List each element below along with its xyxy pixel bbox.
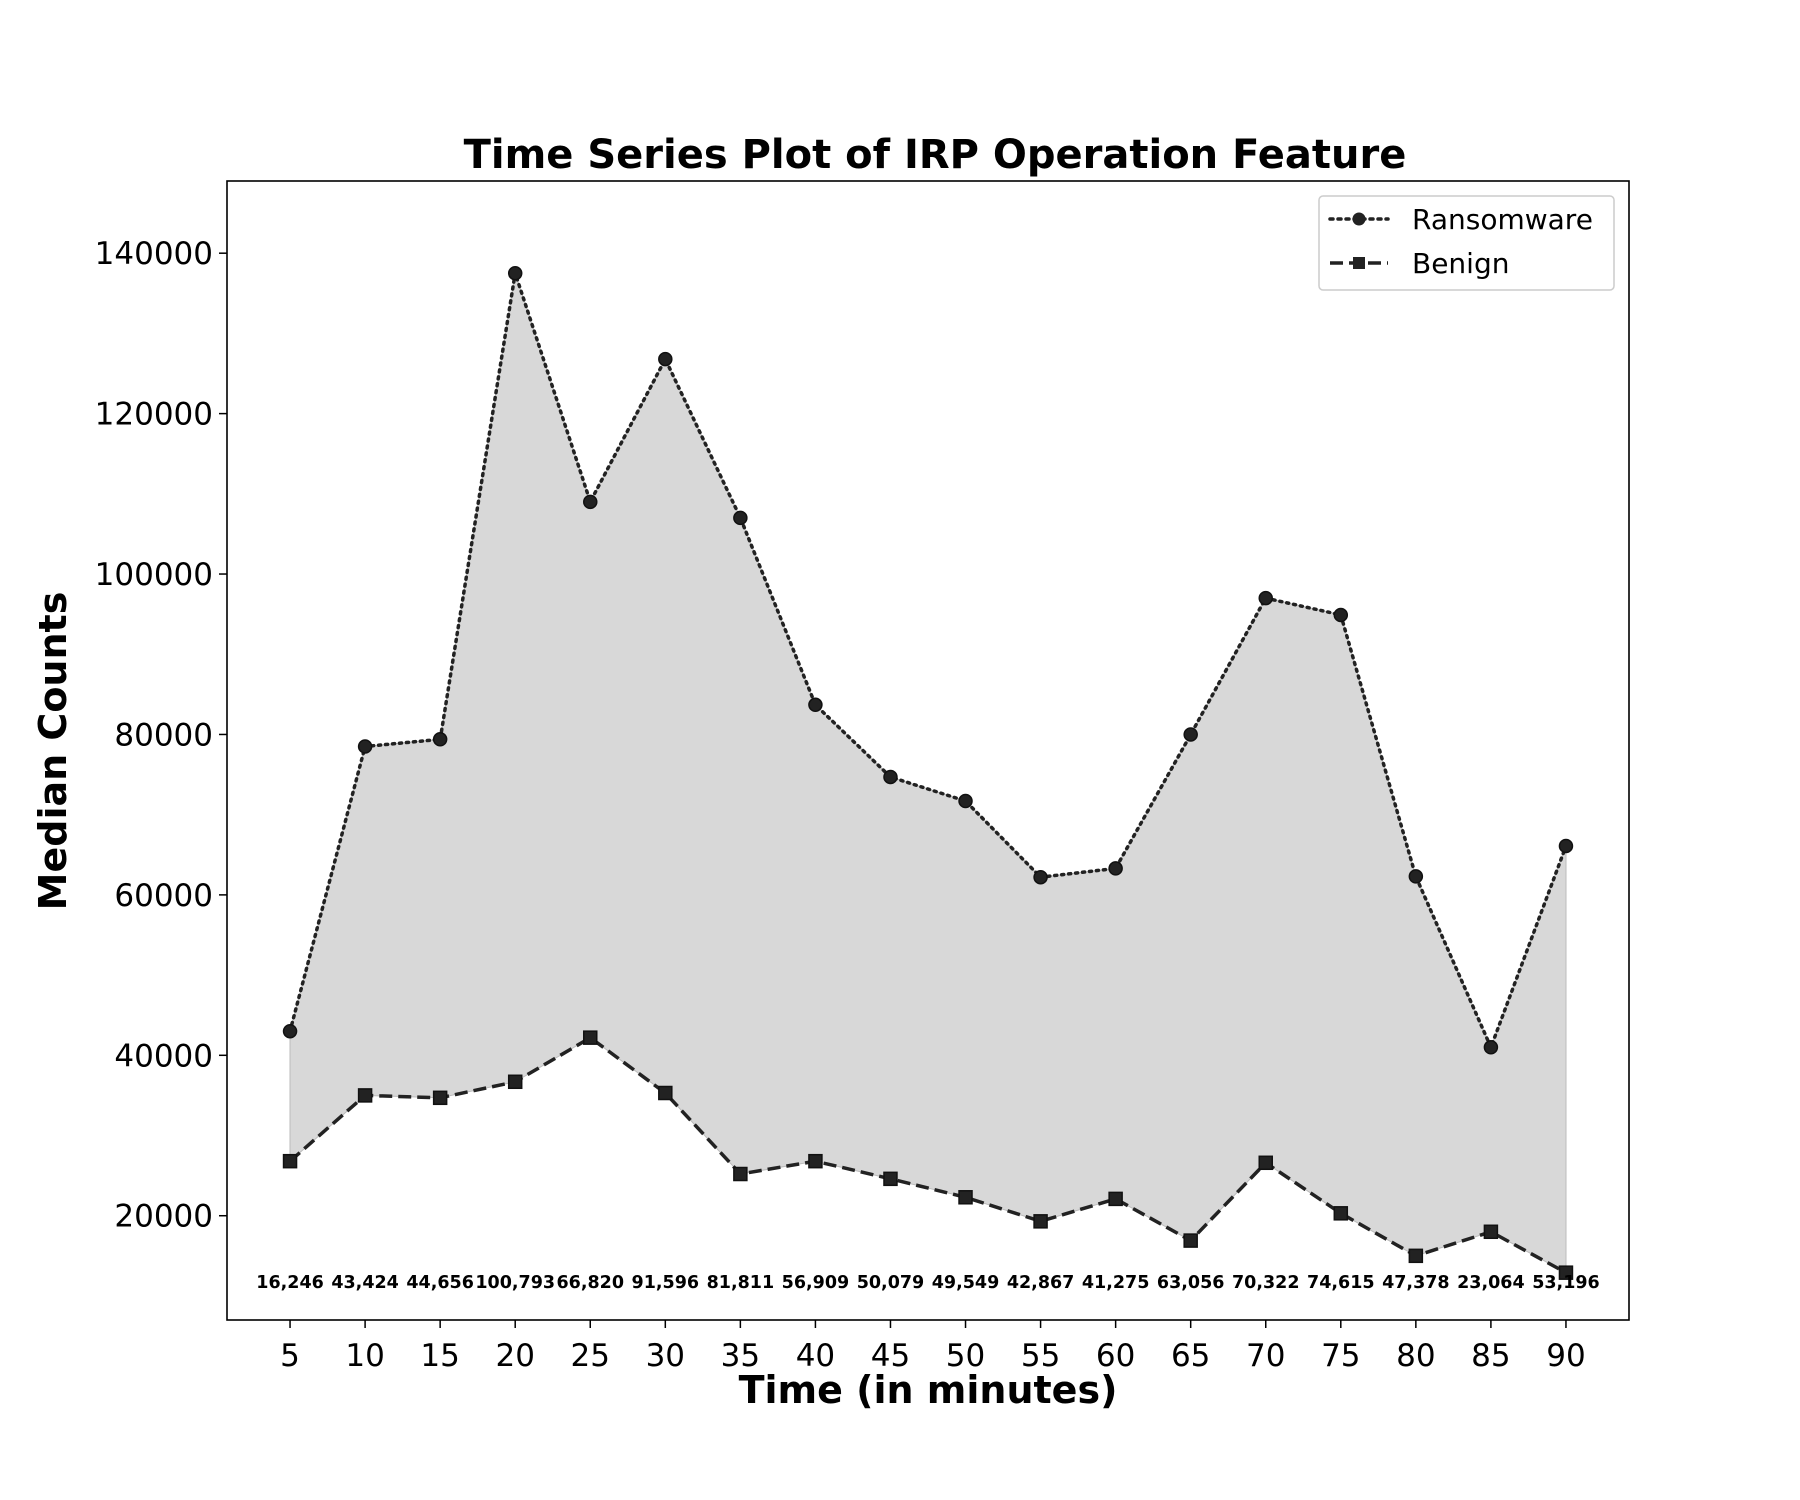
ransomware-point	[658, 351, 673, 367]
ransomware-point	[1333, 607, 1349, 623]
benign-point	[658, 1085, 673, 1101]
ransomware-point	[958, 793, 973, 809]
difference-label: 23,064	[1457, 1273, 1525, 1293]
benign-point	[1033, 1214, 1048, 1229]
legend-marker-ransomware	[1352, 212, 1366, 226]
benign-point	[282, 1153, 298, 1169]
difference-label: 56,909	[782, 1273, 850, 1293]
x-tick-label: 75	[1321, 1338, 1360, 1374]
benign-point	[1408, 1248, 1424, 1264]
benign-point	[958, 1190, 973, 1205]
chart-title: Time Series Plot of IRP Operation Featur…	[464, 132, 1407, 178]
y-tick-label: 80000	[114, 717, 213, 753]
y-tick-label: 20000	[114, 1199, 213, 1235]
difference-label: 81,811	[707, 1273, 775, 1293]
ransomware-point	[1108, 861, 1123, 876]
difference-label: 44,656	[406, 1273, 474, 1293]
y-axis-label: Median Counts	[31, 592, 75, 911]
x-tick-label: 90	[1546, 1338, 1585, 1374]
y-tick-label: 140000	[95, 236, 213, 272]
x-tick-label: 20	[495, 1338, 534, 1374]
ransomware-point	[1033, 869, 1048, 885]
plot-frame	[226, 180, 1630, 1321]
difference-label: 100,793	[475, 1273, 555, 1293]
ransomware-point	[583, 494, 598, 510]
difference-label: 43,424	[331, 1273, 399, 1293]
difference-label: 16,246	[256, 1273, 324, 1293]
benign-point	[808, 1153, 823, 1169]
ransomware-point	[1258, 590, 1273, 606]
difference-label: 66,820	[556, 1273, 624, 1293]
x-tick-label: 85	[1471, 1338, 1510, 1374]
difference-label: 42,867	[1007, 1273, 1075, 1293]
series-line-benign	[288, 1035, 1567, 1275]
difference-label: 50,079	[857, 1273, 925, 1293]
x-tick-label: 65	[1171, 1338, 1210, 1374]
ransomware-point	[883, 769, 898, 785]
difference-labels: 16,246 43,424 44,656 100,793 66,820 91,596 81,…	[256, 1273, 1599, 1293]
legend-box	[1318, 195, 1615, 291]
difference-label: 41,275	[1082, 1273, 1150, 1293]
x-tick-label: 70	[1246, 1338, 1285, 1374]
series-line-ransomware	[288, 272, 1568, 1052]
y-tick-label: 100000	[95, 557, 213, 593]
x-axis-label: Time (in minutes)	[739, 1368, 1118, 1412]
legend: Ransomware Benign	[1318, 195, 1615, 291]
x-tick-label: 5	[280, 1338, 300, 1374]
ransomware-point	[808, 697, 823, 713]
x-tick-label: 50	[946, 1338, 985, 1374]
ransomware-point	[432, 732, 448, 747]
x-tick-label: 35	[721, 1338, 760, 1374]
benign-point	[357, 1088, 373, 1103]
benign-point	[733, 1166, 748, 1182]
difference-label: 70,322	[1232, 1273, 1300, 1293]
benign-point	[507, 1074, 523, 1090]
series-markers-ransomware	[282, 265, 1574, 1055]
y-tick-label: 60000	[114, 878, 213, 914]
x-tick-label: 10	[345, 1338, 384, 1374]
ransomware-point	[357, 739, 373, 754]
x-tick-label: 30	[646, 1338, 685, 1374]
benign-point	[1108, 1191, 1123, 1207]
difference-label: 63,056	[1157, 1273, 1225, 1293]
benign-point	[432, 1090, 448, 1106]
ransomware-point	[1183, 727, 1198, 742]
x-tick-label: 40	[796, 1338, 835, 1374]
x-tick-label: 45	[871, 1338, 910, 1374]
y-tick-label: 120000	[95, 397, 213, 433]
benign-point	[1333, 1206, 1349, 1221]
legend-label-ransomware: Ransomware	[1412, 203, 1593, 236]
ransomware-point	[282, 1023, 298, 1039]
x-tick-label: 25	[571, 1338, 610, 1374]
benign-point	[1558, 1265, 1574, 1280]
difference-label: 53,196	[1532, 1273, 1600, 1293]
benign-point	[1258, 1155, 1273, 1171]
ransomware-point	[1558, 838, 1574, 854]
benign-point	[1483, 1224, 1499, 1240]
x-axis: 5 10 15 20 25 30 35 40 45 50 55 60 65 70 75 80 85 90	[280, 1320, 1586, 1374]
legend-label-benign: Benign	[1412, 247, 1509, 280]
ransomware-point	[733, 510, 748, 526]
benign-point	[883, 1171, 898, 1187]
benign-point	[1183, 1233, 1198, 1248]
y-axis: 20000 40000 60000 80000 100000 120000 140000	[95, 236, 227, 1235]
ransomware-point	[1483, 1040, 1499, 1055]
y-tick-label: 40000	[114, 1038, 213, 1074]
ransomware-point	[507, 265, 523, 281]
x-tick-label: 80	[1396, 1338, 1435, 1374]
plot-area: 16,246 43,424 44,656 100,793 66,820 91,596 81,…	[256, 265, 1600, 1293]
x-tick-label: 55	[1021, 1338, 1060, 1374]
x-tick-label: 15	[420, 1338, 459, 1374]
difference-label: 74,615	[1307, 1273, 1375, 1293]
series-markers-benign	[282, 1030, 1574, 1280]
x-tick-label: 60	[1096, 1338, 1135, 1374]
difference-label: 91,596	[632, 1273, 700, 1293]
difference-label: 49,549	[932, 1273, 1000, 1293]
difference-label: 47,378	[1382, 1273, 1450, 1293]
legend-marker-benign	[1353, 257, 1365, 269]
benign-point	[583, 1030, 598, 1045]
ransomware-point	[1408, 869, 1424, 884]
